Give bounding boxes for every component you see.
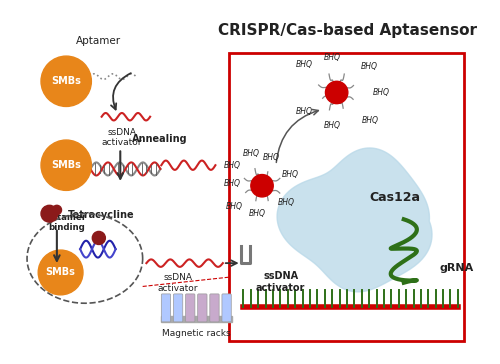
Text: CRISPR/Cas-based Aptasensor: CRISPR/Cas-based Aptasensor	[218, 23, 478, 39]
FancyBboxPatch shape	[162, 294, 170, 322]
FancyBboxPatch shape	[210, 294, 219, 322]
Text: BHQ: BHQ	[282, 170, 298, 179]
Circle shape	[92, 232, 106, 245]
Circle shape	[41, 56, 92, 106]
Text: Aptamer
binding: Aptamer binding	[45, 213, 88, 232]
Polygon shape	[277, 148, 432, 292]
Text: SMBs: SMBs	[52, 76, 81, 86]
Text: BHQ: BHQ	[362, 116, 378, 125]
Text: Tetracycline: Tetracycline	[68, 210, 134, 219]
Circle shape	[251, 175, 273, 197]
Circle shape	[52, 205, 62, 215]
Text: gRNA: gRNA	[439, 263, 474, 273]
Text: BHQ: BHQ	[296, 60, 312, 69]
Text: Annealing: Annealing	[132, 134, 187, 144]
Text: ssDNA
activator: ssDNA activator	[102, 128, 142, 147]
FancyBboxPatch shape	[222, 294, 232, 322]
Text: SMBs: SMBs	[46, 268, 76, 277]
Circle shape	[41, 140, 92, 190]
Text: BHQ: BHQ	[278, 198, 295, 207]
FancyBboxPatch shape	[174, 294, 183, 322]
Text: BHQ: BHQ	[373, 88, 390, 97]
FancyBboxPatch shape	[186, 294, 195, 322]
Text: ssDNA
activator: ssDNA activator	[158, 273, 198, 293]
Text: BHQ: BHQ	[263, 153, 280, 162]
Bar	[230, 53, 464, 341]
Text: BHQ: BHQ	[224, 161, 240, 170]
Text: ssDNA
activator: ssDNA activator	[256, 271, 306, 293]
Text: BHQ: BHQ	[242, 149, 260, 158]
Text: Cas12a: Cas12a	[369, 191, 420, 204]
Circle shape	[326, 81, 348, 104]
Text: BHQ: BHQ	[249, 209, 266, 218]
Text: Magnetic racks: Magnetic racks	[162, 329, 231, 339]
FancyBboxPatch shape	[198, 294, 207, 322]
Text: BHQ: BHQ	[226, 202, 242, 211]
Bar	[162, 316, 232, 322]
Text: SMBs: SMBs	[52, 160, 81, 170]
Text: BHQ: BHQ	[361, 62, 378, 71]
Text: BHQ: BHQ	[324, 120, 340, 130]
Circle shape	[41, 205, 58, 222]
Text: BHQ: BHQ	[224, 179, 240, 188]
Text: Aptamer: Aptamer	[76, 36, 122, 46]
Circle shape	[38, 250, 83, 295]
Text: BHQ: BHQ	[324, 52, 340, 62]
Text: BHQ: BHQ	[296, 107, 312, 116]
